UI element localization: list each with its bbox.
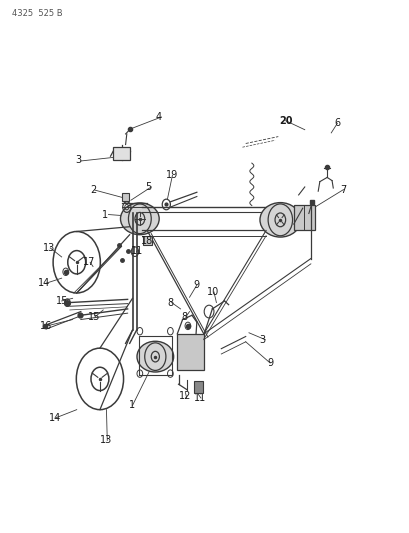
Text: 14: 14 <box>38 278 50 288</box>
Text: 14: 14 <box>49 413 61 423</box>
FancyBboxPatch shape <box>293 205 314 230</box>
Text: 17: 17 <box>83 257 95 267</box>
Text: 11: 11 <box>193 393 206 403</box>
FancyBboxPatch shape <box>143 236 152 245</box>
Text: 9: 9 <box>193 280 199 290</box>
FancyBboxPatch shape <box>113 147 129 160</box>
Text: 1: 1 <box>128 400 135 410</box>
Text: 16: 16 <box>40 321 52 331</box>
Text: 8: 8 <box>167 297 173 308</box>
Ellipse shape <box>120 203 159 235</box>
Text: 12: 12 <box>179 391 191 401</box>
FancyBboxPatch shape <box>177 334 203 370</box>
Text: 6: 6 <box>333 118 339 128</box>
Text: 2: 2 <box>90 184 96 195</box>
Text: 19: 19 <box>165 171 177 180</box>
FancyBboxPatch shape <box>121 193 128 201</box>
Text: 3: 3 <box>75 156 81 165</box>
Text: 18: 18 <box>141 236 153 246</box>
Text: 15: 15 <box>55 296 67 306</box>
Text: 4325  525 B: 4325 525 B <box>11 10 62 18</box>
Text: 3: 3 <box>258 335 265 345</box>
Text: 4: 4 <box>155 112 161 122</box>
Text: 20: 20 <box>278 116 292 126</box>
Text: 10: 10 <box>207 287 219 297</box>
Text: 5: 5 <box>144 182 151 192</box>
Text: 13: 13 <box>43 243 56 253</box>
Text: 11: 11 <box>130 246 142 256</box>
Text: 1: 1 <box>102 209 108 220</box>
Bar <box>193 381 202 393</box>
Text: 7: 7 <box>339 184 346 195</box>
Text: 13: 13 <box>100 435 112 446</box>
Text: 15: 15 <box>88 312 100 322</box>
Ellipse shape <box>137 341 173 372</box>
Ellipse shape <box>259 203 300 237</box>
Text: 8: 8 <box>181 312 187 322</box>
Text: 9: 9 <box>266 358 272 368</box>
